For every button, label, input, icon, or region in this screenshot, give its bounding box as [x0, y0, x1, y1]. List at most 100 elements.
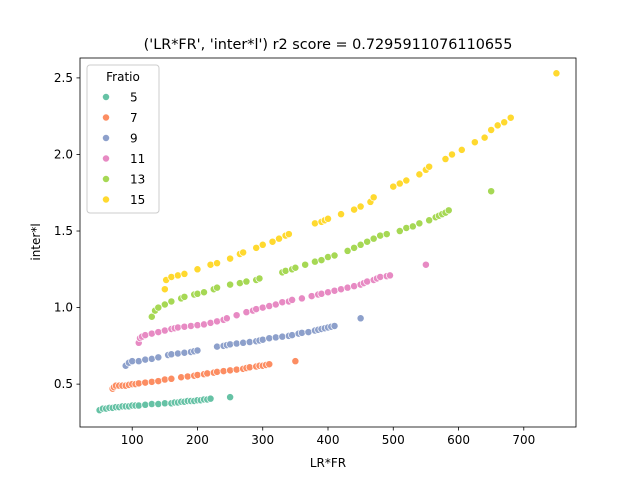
data-point: [232, 365, 241, 374]
x-tick-label: 500: [382, 433, 405, 447]
data-point: [311, 257, 319, 266]
data-point: [356, 314, 365, 323]
data-point: [356, 240, 365, 249]
data-point: [154, 303, 163, 312]
data-point: [265, 302, 274, 310]
data-point: [324, 288, 332, 297]
data-point: [134, 401, 143, 410]
data-point: [160, 399, 169, 408]
data-point: [245, 363, 254, 372]
data-point: [297, 294, 306, 303]
x-tick-label: 200: [186, 433, 209, 447]
data-point: [134, 379, 143, 388]
data-point: [134, 357, 143, 366]
data-point: [402, 176, 411, 185]
data-point: [232, 339, 241, 348]
data-point: [376, 273, 385, 281]
y-tick-label: 2.5: [54, 71, 73, 85]
data-point: [154, 353, 163, 362]
data-point: [226, 280, 235, 289]
data-point: [193, 289, 202, 298]
data-point: [235, 279, 244, 288]
data-point: [183, 372, 192, 381]
data-point: [457, 145, 466, 154]
points-layer: [95, 69, 561, 415]
data-point: [203, 369, 212, 378]
data-point: [239, 248, 248, 257]
data-point: [222, 314, 231, 323]
data-point: [160, 285, 169, 294]
data-point: [278, 332, 287, 341]
data-point: [382, 230, 391, 239]
x-tick-label: 300: [251, 433, 274, 447]
data-point: [395, 179, 404, 188]
data-point: [258, 335, 267, 344]
data-point: [226, 366, 235, 375]
data-point: [291, 263, 300, 272]
data-point: [487, 126, 496, 134]
data-point: [343, 283, 352, 292]
data-point: [180, 269, 189, 278]
data-point: [337, 210, 345, 219]
data-point: [363, 277, 372, 286]
data-point: [284, 230, 293, 239]
data-point: [226, 393, 235, 402]
plot-frame: [79, 57, 577, 428]
data-point: [173, 323, 182, 332]
data-point: [252, 305, 261, 314]
data-point: [324, 253, 332, 261]
data-point: [206, 260, 215, 269]
data-point: [173, 349, 182, 358]
data-point: [173, 271, 182, 280]
y-tick-label: 2.0: [54, 147, 73, 161]
data-point: [317, 256, 326, 265]
data-point: [369, 234, 378, 243]
legend-marker: [102, 195, 110, 204]
data-point: [147, 377, 156, 386]
y-tick-label: 1.5: [54, 224, 73, 238]
data-point: [160, 300, 169, 309]
data-point: [317, 289, 326, 298]
data-point: [141, 378, 150, 387]
data-point: [147, 354, 156, 363]
data-point: [154, 400, 163, 408]
data-point: [415, 170, 424, 179]
legend-marker: [102, 134, 110, 142]
data-point: [425, 162, 434, 171]
data-point: [363, 237, 372, 246]
x-tick-label: 400: [317, 433, 340, 447]
data-point: [369, 193, 378, 202]
legend-label: 11: [130, 152, 145, 166]
data-point: [386, 271, 394, 280]
x-axis-ticks: 100 200 300 400 500 600 700: [121, 427, 535, 447]
x-tick-label: 100: [121, 433, 144, 447]
data-point: [500, 118, 509, 127]
data-point: [213, 317, 221, 326]
data-point: [193, 321, 202, 330]
data-point: [425, 216, 434, 225]
data-point: [219, 367, 228, 376]
data-point: [180, 348, 189, 357]
legend-label: 5: [130, 91, 138, 105]
data-point: [180, 322, 189, 331]
data-point: [480, 133, 489, 142]
data-point: [154, 377, 163, 386]
data-point: [552, 69, 561, 78]
data-point: [147, 329, 156, 338]
legend-box: [86, 64, 160, 214]
data-point: [206, 394, 215, 403]
data-point: [242, 308, 251, 317]
data-point: [281, 266, 290, 275]
data-point: [193, 346, 202, 355]
y-tick-label: 1.0: [54, 301, 73, 315]
data-point: [441, 155, 450, 163]
x-tick-label: 600: [447, 433, 470, 447]
data-point: [268, 237, 277, 246]
data-point: [180, 292, 189, 301]
data-point: [265, 334, 274, 343]
legend-marker: [102, 93, 110, 101]
data-point: [213, 367, 221, 376]
data-point: [330, 322, 339, 330]
data-point: [304, 328, 313, 337]
data-point: [167, 297, 176, 306]
